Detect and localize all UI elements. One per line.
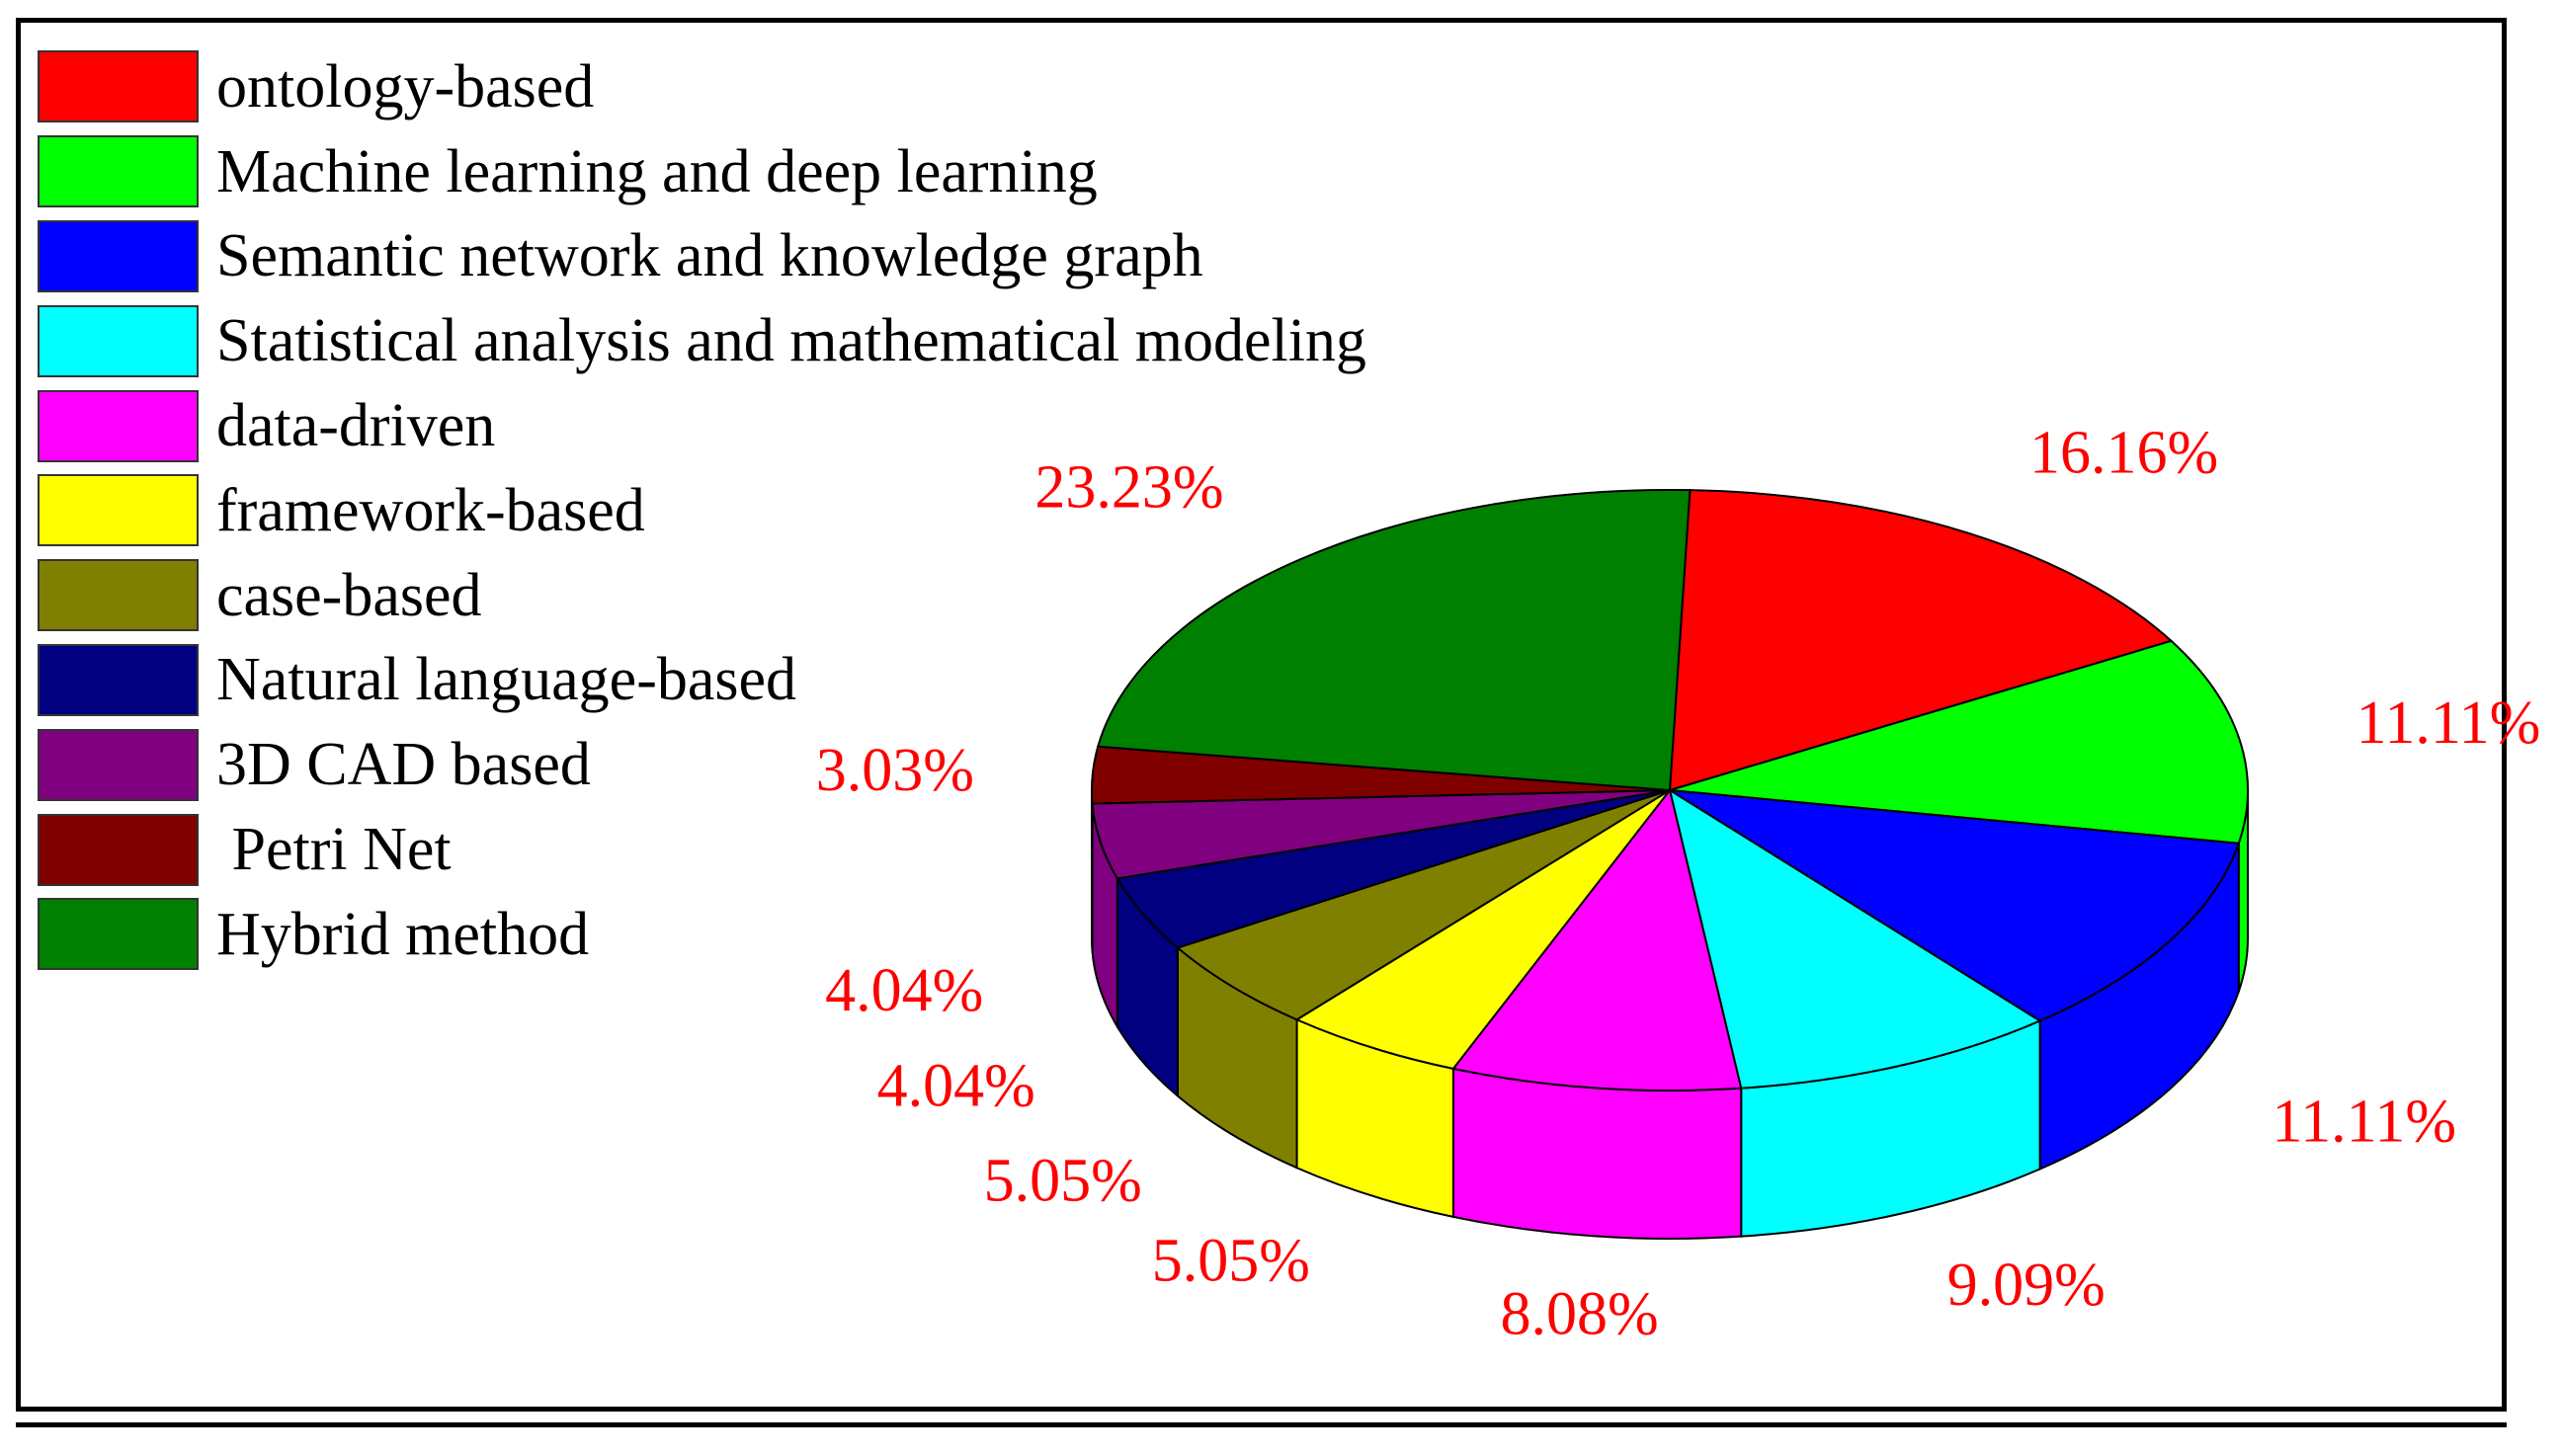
pie-labels: 16.16% 11.11% 11.11% 9.09% 8.08% 5.05%5.05% 4.… [816, 419, 2540, 1347]
slice-value-label: 5.05% [984, 1147, 1142, 1214]
legend-item: 3D CAD based [38, 722, 1366, 807]
legend-swatch [38, 898, 199, 971]
legend-item: framework-based [38, 468, 1366, 553]
bottom-rule [16, 1422, 2507, 1427]
legend-swatch [38, 389, 199, 462]
legend-label: Machine learning and deep learning [216, 137, 1098, 205]
legend-item: ontology-based [38, 44, 1366, 129]
pie-sides [1091, 789, 2249, 1240]
legend-item: Semantic network and knowledge graph [38, 214, 1366, 299]
pie-slice [1668, 489, 2174, 792]
slice-value-label: 4.04% [877, 1053, 1035, 1120]
legend-label: Natural language-based [216, 646, 797, 714]
legend-label: case-based [216, 561, 482, 629]
legend-swatch [38, 728, 199, 801]
legend-swatch [38, 559, 199, 632]
legend-item: data-driven [38, 383, 1366, 468]
pie-slice [1669, 789, 2241, 1022]
legend-swatch [38, 643, 199, 716]
slice-value-label: 11.11% [2356, 689, 2541, 757]
legend-swatch [38, 135, 199, 208]
pie-slice [1669, 639, 2249, 845]
legend-item: case-based [38, 553, 1366, 638]
pie-slice [1175, 789, 1671, 1021]
pie-tops [1091, 488, 2249, 1092]
slice-value-label: 4.04% [825, 957, 983, 1024]
legend: ontology-based Machine learning and deep … [38, 44, 1366, 977]
slice-value-label: 3.03% [816, 737, 974, 804]
legend-label: Hybrid method [216, 900, 590, 968]
legend-label: Semantic network and knowledge graph [216, 222, 1203, 290]
legend-swatch [38, 304, 199, 377]
legend-swatch [38, 474, 199, 547]
legend-item: Petri Net [38, 807, 1366, 892]
legend-label: framework-based [216, 476, 645, 544]
legend-item: Hybrid method [38, 892, 1366, 977]
legend-item: Statistical analysis and mathematical mo… [38, 298, 1366, 383]
pie-side [1091, 789, 1094, 952]
pie-slice [1096, 488, 1692, 792]
legend-swatch [38, 50, 199, 123]
legend-swatch [38, 219, 199, 292]
legend-item: Natural language-based [38, 638, 1366, 723]
pie-slice [1668, 787, 2042, 1090]
legend-label: Statistical analysis and mathematical mo… [216, 307, 1366, 375]
pie-slice [1294, 789, 1671, 1070]
legend-swatch [38, 813, 199, 886]
legend-label: Petri Net [216, 816, 452, 884]
slice-value-label: 23.23% [1034, 454, 1223, 522]
slice-value-label: 5.05% [1152, 1228, 1310, 1295]
legend-label: ontology-based [216, 52, 595, 121]
legend-label: data-driven [216, 392, 496, 460]
slice-value-label: 8.08% [1500, 1281, 1658, 1348]
slice-value-label: 9.09% [1947, 1252, 2106, 1319]
legend-label: 3D CAD based [216, 731, 591, 799]
pie-slice [1451, 787, 1743, 1092]
pie-side [1451, 1067, 1743, 1240]
legend-item: Machine learning and deep learning [38, 129, 1366, 214]
slice-value-label: 11.11% [2272, 1089, 2456, 1156]
slice-value-label: 16.16% [2029, 419, 2218, 486]
